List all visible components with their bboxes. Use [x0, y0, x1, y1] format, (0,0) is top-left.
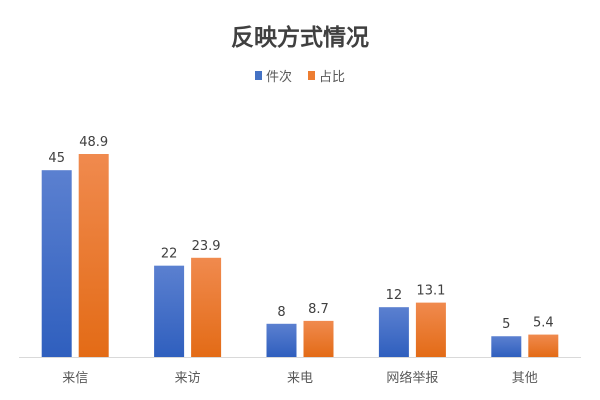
- bar: [491, 336, 522, 357]
- x-tick-label: 网络举报: [386, 370, 438, 386]
- bar: [528, 334, 559, 357]
- data-label: 48.9: [79, 135, 108, 150]
- chart-title: 反映方式情况: [231, 25, 369, 51]
- legend-item-series-1: 件次: [254, 66, 292, 85]
- data-label: 5: [502, 317, 510, 332]
- bar: [415, 302, 446, 357]
- legend: 件次 占比: [0, 66, 600, 85]
- data-label: 45: [48, 151, 65, 166]
- bar: [266, 323, 297, 357]
- x-tick-label: 其他: [512, 371, 538, 386]
- bar: [154, 265, 185, 357]
- legend-label: 占比: [319, 70, 346, 85]
- legend-swatch-blue: [254, 71, 262, 80]
- bar: [378, 307, 409, 357]
- bar: [303, 320, 334, 357]
- x-tick-label: 来电: [287, 371, 313, 386]
- x-tick-label: 来信: [62, 371, 88, 386]
- data-label: 23.9: [192, 239, 221, 254]
- bar: [191, 257, 222, 357]
- data-label: 8.7: [308, 302, 329, 317]
- bar: [41, 170, 72, 357]
- legend-label: 件次: [265, 70, 292, 85]
- legend-item-series-2: 占比: [308, 66, 345, 85]
- data-label: 12: [386, 288, 403, 303]
- data-label: 22: [161, 247, 178, 262]
- data-label: 13.1: [416, 284, 445, 299]
- data-label: 5.4: [533, 316, 554, 331]
- bar: [78, 154, 109, 357]
- data-label: 8: [277, 305, 285, 320]
- legend-swatch-orange: [308, 71, 315, 80]
- x-tick-label: 来访: [175, 371, 201, 386]
